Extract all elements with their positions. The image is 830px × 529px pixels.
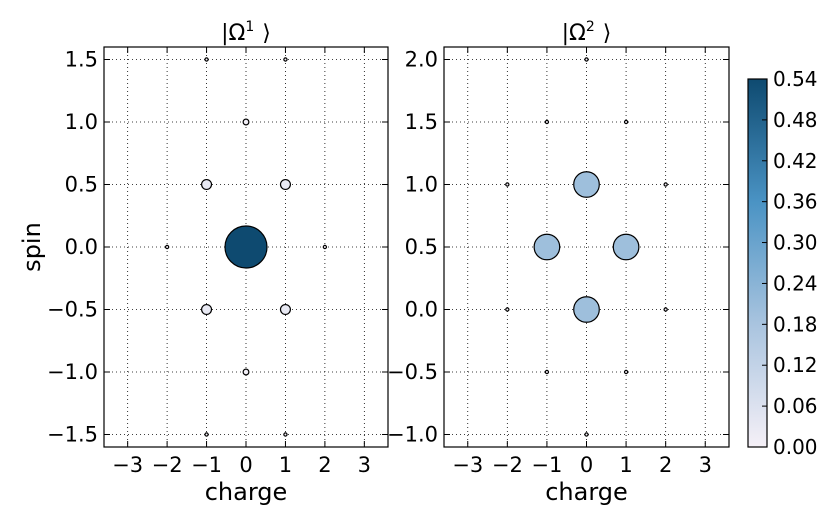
data-point	[623, 119, 629, 125]
y-tick-label: 0.5	[405, 235, 438, 259]
title-ket-close: ⟩	[262, 21, 271, 46]
data-point	[573, 171, 600, 198]
colorbar: 0.00 0.06 0.12 0.18 0.24 0.30 0.36 0.42 0.48 0.54	[747, 67, 818, 459]
x-tick-label: 1	[279, 453, 292, 477]
x-axis-label: charge	[545, 478, 628, 506]
data-point	[505, 182, 510, 187]
panel-title: |Ω1 ⟩	[221, 19, 271, 46]
x-tick-label: −1	[191, 453, 222, 477]
y-tick-label: 0.0	[65, 235, 98, 259]
y-tick-label: 2.0	[405, 48, 438, 72]
y-tick-label: −1.5	[47, 423, 98, 447]
panel-title: |Ω2 ⟩	[562, 19, 612, 46]
x-tick-label: 0	[239, 453, 252, 477]
data-point	[322, 244, 328, 250]
data-point	[505, 307, 510, 312]
data-point	[584, 432, 589, 437]
title-ket-close: ⟩	[603, 21, 612, 46]
y-tick-label: −1.0	[387, 423, 438, 447]
data-point	[204, 57, 209, 62]
x-tick-label: −3	[112, 453, 143, 477]
data-point	[279, 178, 291, 191]
y-tick-label: 1.0	[65, 110, 98, 134]
y-tick-label: 1.0	[405, 173, 438, 197]
colorbar-tick-label: 0.06	[773, 394, 818, 418]
panel-2: −3 −2 −1 0 1 2 3 2.0 1.5 1.0 0.5 0.0 −0.5 −1.0 charge |…	[387, 19, 730, 506]
x-tick-label: 0	[580, 453, 593, 477]
y-tick-label: 1.5	[405, 110, 438, 134]
title-ket-open: |Ω	[221, 21, 245, 46]
x-tick-label: −3	[452, 453, 483, 477]
colorbar-tick-label: 0.48	[773, 108, 818, 132]
colorbar-tick-label: 0.24	[773, 271, 818, 295]
x-tick-label: 1	[619, 453, 632, 477]
x-axis-label: charge	[205, 478, 288, 506]
y-tick-label: 0.0	[405, 298, 438, 322]
x-tick-label: 3	[358, 453, 371, 477]
data-point	[573, 296, 600, 323]
data-point	[533, 233, 561, 261]
panel-1: −3 −2 −1 0 1 2 3 1.5 1.0 0.5 0.0 −0.5 −1.0 −1.5 charge…	[18, 19, 389, 506]
title-superscript: 2	[586, 19, 595, 35]
colorbar-tick-label: 0.30	[773, 231, 818, 255]
data-point	[201, 303, 213, 316]
data-point	[283, 57, 288, 62]
data-point	[663, 182, 668, 187]
data-point	[201, 178, 213, 191]
y-tick-label: −0.5	[387, 360, 438, 384]
data-point	[204, 432, 209, 437]
x-tick-label: 2	[318, 453, 331, 477]
title-ket-open: |Ω	[562, 21, 586, 46]
data-point	[279, 303, 291, 316]
data-points	[164, 57, 328, 437]
data-point	[242, 368, 250, 376]
colorbar-tick-label: 0.42	[773, 149, 818, 173]
data-point	[623, 369, 629, 375]
colorbar-tick-label: 0.18	[773, 312, 818, 336]
x-tick-label: 2	[659, 453, 672, 477]
colorbar-tick-label: 0.12	[773, 353, 818, 377]
y-axis-label: spin	[18, 222, 46, 272]
x-tick-label: −2	[492, 453, 523, 477]
colorbar-gradient	[747, 78, 768, 448]
data-point	[612, 233, 640, 261]
y-tick-label: 1.5	[65, 48, 98, 72]
data-point	[544, 119, 550, 125]
y-tick-label: 0.5	[65, 173, 98, 197]
data-point	[544, 369, 550, 375]
colorbar-tick-label: 0.00	[773, 435, 818, 459]
x-tick-label: −1	[531, 453, 562, 477]
x-tick-label: 3	[699, 453, 712, 477]
y-tick-label: −0.5	[47, 298, 98, 322]
data-point	[584, 57, 589, 62]
data-point	[224, 225, 268, 269]
data-point	[164, 244, 170, 250]
title-superscript: 1	[245, 19, 254, 35]
x-tick-label: −2	[152, 453, 183, 477]
data-points	[505, 57, 668, 437]
data-point	[283, 432, 288, 437]
colorbar-tick-label: 0.54	[773, 67, 818, 91]
y-tick-label: −1.0	[47, 360, 98, 384]
colorbar-tick-label: 0.36	[773, 190, 818, 214]
data-point	[663, 307, 668, 312]
data-point	[242, 118, 250, 126]
